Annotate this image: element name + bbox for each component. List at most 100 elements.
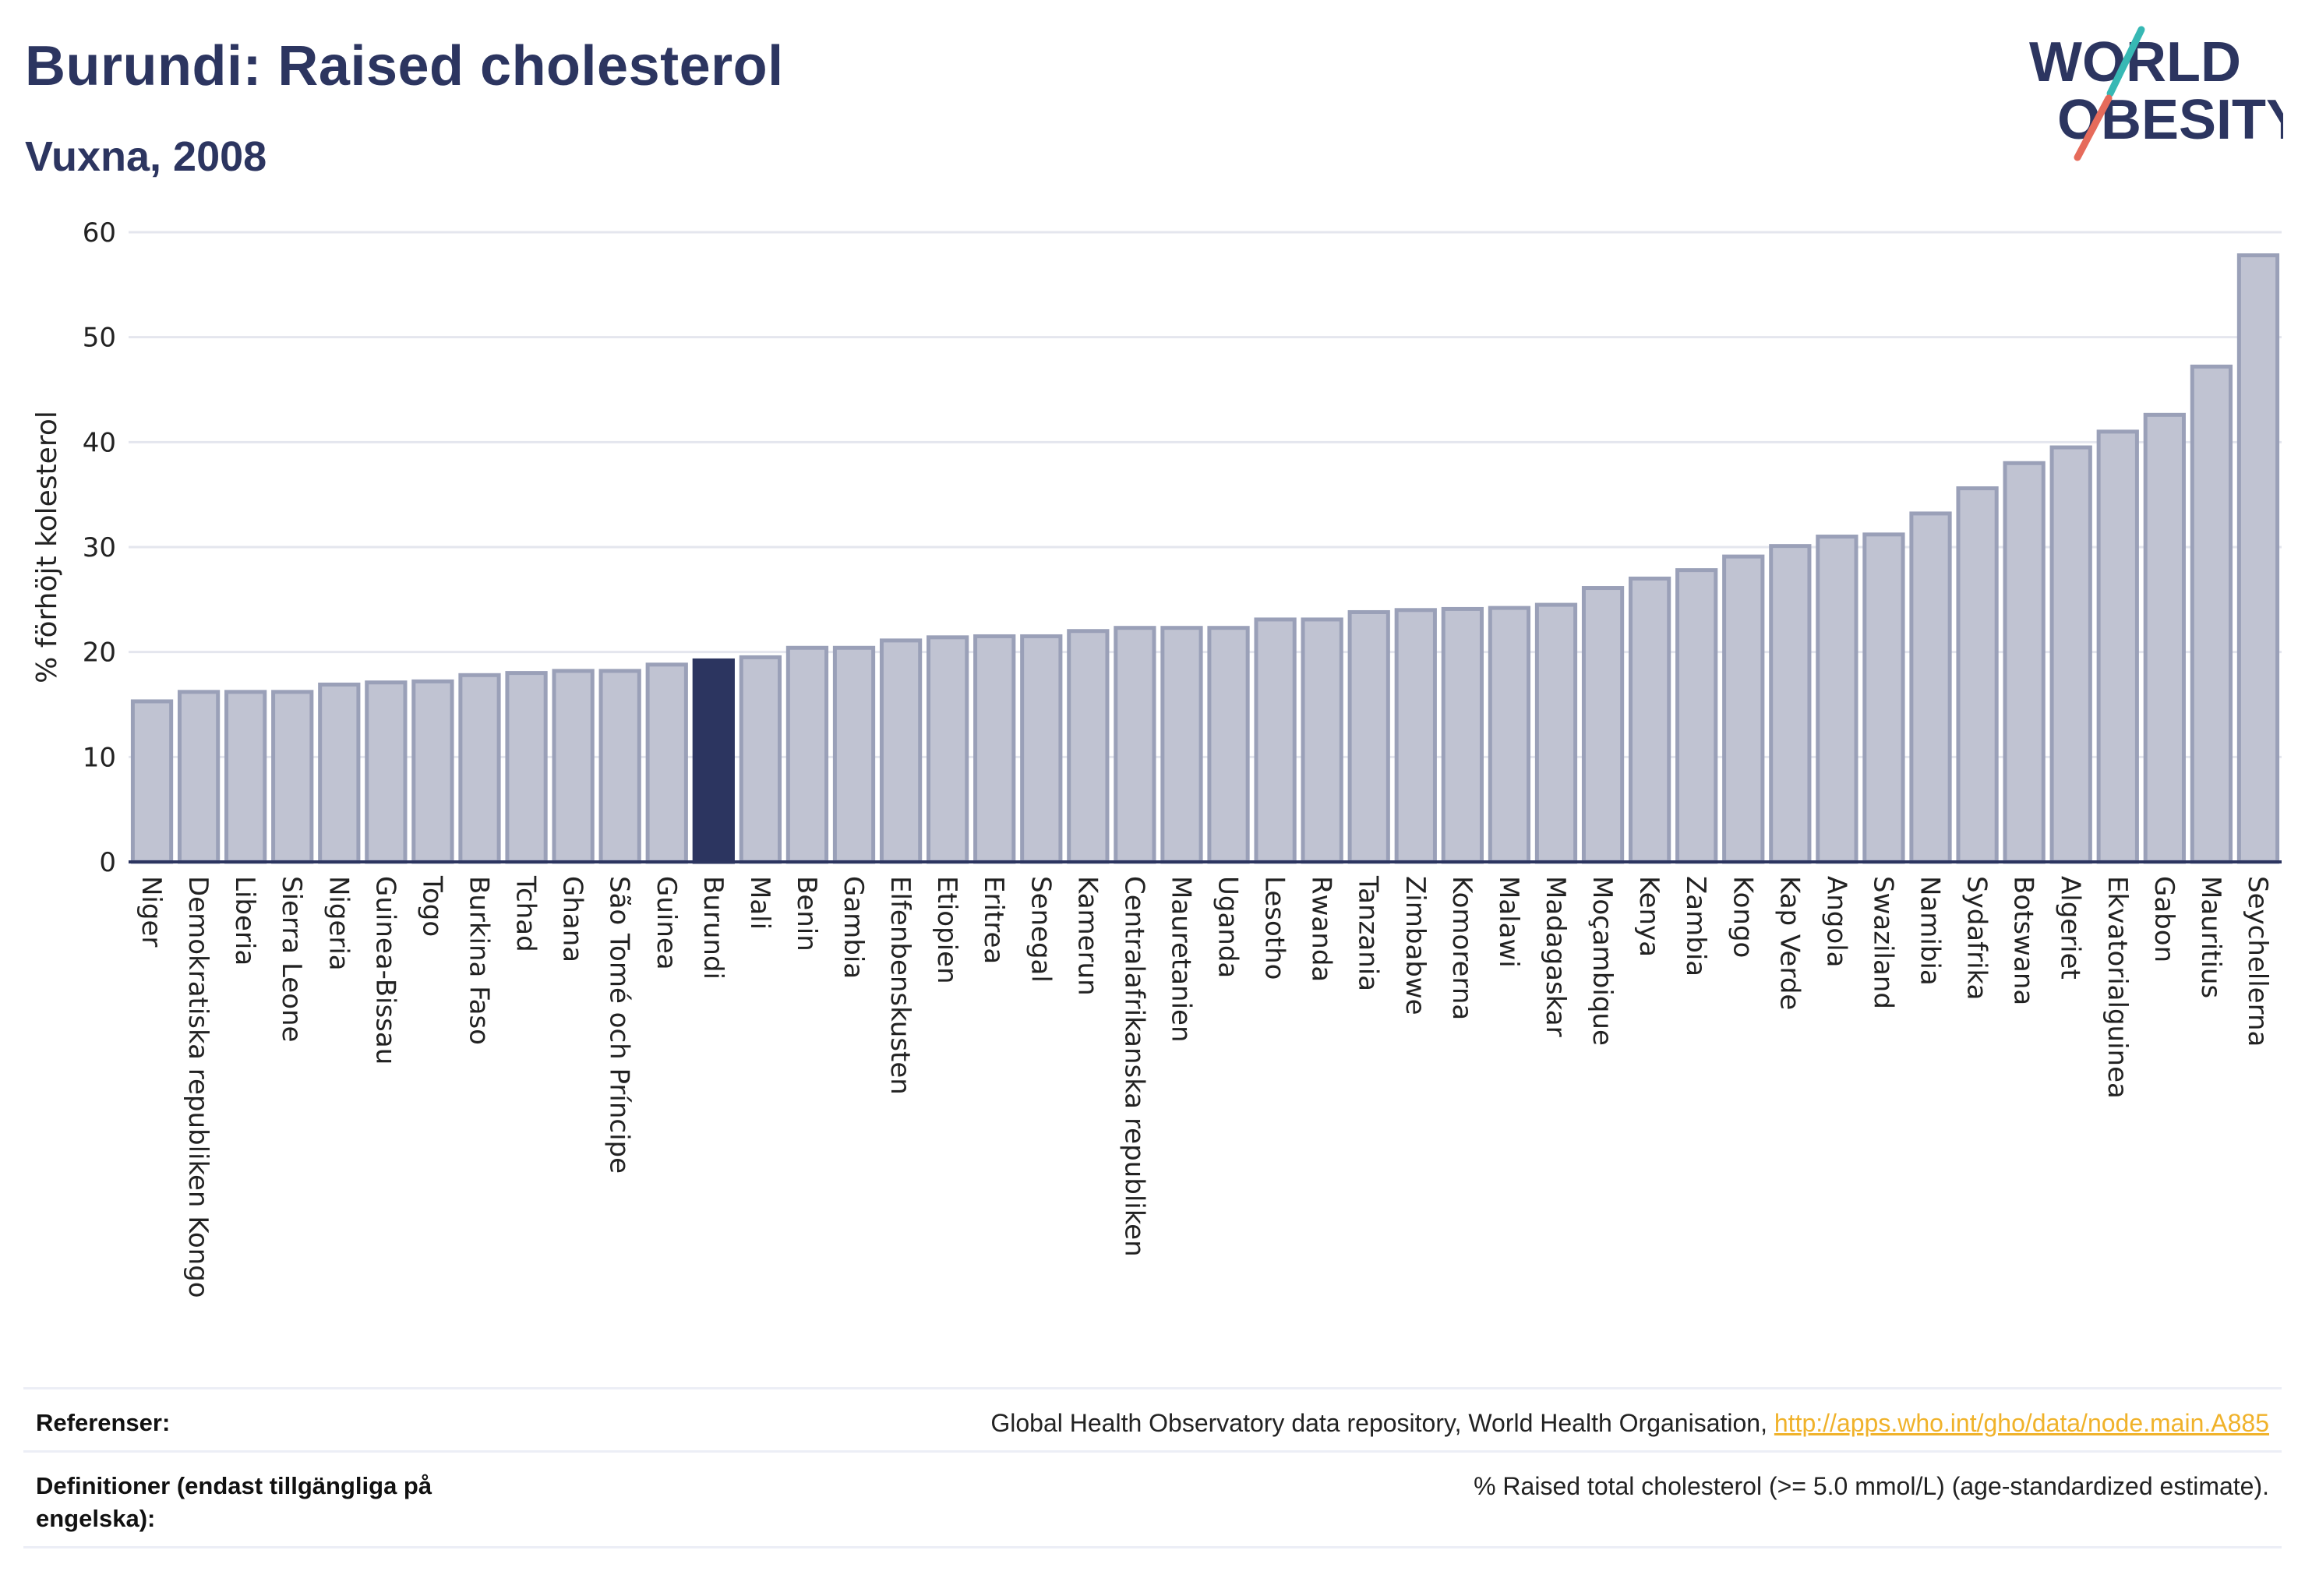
x-tick-label: São Tomé och Príncipe	[604, 876, 635, 1174]
bar	[1394, 608, 1437, 864]
bar	[1862, 532, 1905, 864]
logo-teal-slash	[2106, 26, 2145, 97]
x-tick-label: Kenya	[1633, 876, 1664, 957]
x-tick-label: Nigeria	[323, 876, 354, 971]
x-tick-label: Etiopien	[931, 876, 962, 984]
bar	[2190, 364, 2233, 864]
x-tick-label: Gambia	[838, 876, 869, 979]
x-tick-label: Komorerna	[1446, 876, 1477, 1020]
bar	[1909, 511, 1952, 864]
bar	[1722, 554, 1765, 864]
definitions-label: Definitioner (endast tillgängliga på eng…	[36, 1472, 432, 1532]
x-tick-label: Malawi	[1493, 876, 1524, 968]
bar	[1769, 544, 1812, 864]
bar-chart: 0 10 20 30 40 50 60 % förhöjt kolesterol Niger De…	[31, 217, 2282, 1298]
bar	[505, 671, 548, 864]
bar	[2096, 429, 2139, 864]
x-tick-label: Senegal	[1025, 876, 1056, 983]
x-tick-label: Namibia	[1915, 876, 1946, 986]
bar	[224, 690, 267, 864]
bar	[1816, 535, 1858, 864]
bar	[1488, 606, 1531, 864]
y-tick-label: 60	[83, 217, 116, 249]
references-text: Global Health Observatory data repositor…	[990, 1409, 1774, 1437]
x-tick-label: Elfenbenskusten	[884, 876, 916, 1095]
references-link[interactable]: http://apps.who.int/gho/data/node.main.A…	[1774, 1409, 2269, 1437]
bar	[1301, 617, 1343, 864]
x-tick-label: Lesotho	[1259, 876, 1290, 980]
y-tick-label: 40	[83, 427, 116, 458]
bar	[927, 635, 969, 864]
x-tick-label: Rwanda	[1306, 876, 1337, 982]
references-table: Referenser: Global Health Observatory da…	[23, 1387, 2282, 1548]
x-tick-label: Liberia	[229, 876, 260, 966]
bar	[2236, 253, 2280, 864]
x-tick-label: Gabon	[2148, 876, 2180, 962]
x-tick-label: Sierra Leone	[276, 876, 307, 1042]
x-tick-label: Algeriet	[2055, 876, 2086, 980]
bar	[1067, 629, 1110, 864]
y-tick-label: 30	[83, 532, 116, 563]
x-tick-label: Mauretanien	[1165, 876, 1196, 1043]
bar	[1956, 486, 1999, 864]
logo-line2: OBESITY	[2057, 89, 2283, 151]
bar	[1114, 626, 1156, 864]
x-tick-label: Demokratiska republiken Kongo	[182, 876, 214, 1298]
bar-highlight	[692, 658, 735, 864]
x-tick-label: Seychellerna	[2242, 876, 2273, 1047]
x-tick-label: Swaziland	[1867, 876, 1898, 1009]
bar	[598, 669, 641, 864]
x-tick-label: Guinea	[651, 876, 682, 970]
bar	[1581, 586, 1625, 864]
x-tick-label: Burundi	[697, 876, 729, 980]
bar	[2003, 461, 2046, 864]
x-tick-label: Togo	[416, 875, 447, 937]
bar	[645, 662, 688, 864]
bar	[365, 680, 408, 864]
bar	[552, 669, 595, 864]
x-tick-label: Mauritius	[2195, 876, 2226, 998]
bar	[411, 679, 454, 864]
chart-title: Burundi: Raised cholesterol	[25, 35, 784, 97]
chart-subtitle: Vuxna, 2008	[25, 133, 267, 180]
bar	[739, 655, 782, 864]
references-label: Referenser:	[36, 1409, 171, 1436]
bar	[1254, 617, 1297, 864]
x-tick-label: Botswana	[2008, 876, 2039, 1005]
bar	[2049, 445, 2092, 864]
references-row: Referenser: Global Health Observatory da…	[23, 1387, 2282, 1450]
bar	[1534, 602, 1578, 864]
y-tick-label: 20	[83, 637, 116, 669]
x-tick-label: Zimbabwe	[1400, 876, 1431, 1015]
x-tick-label: Niger	[136, 876, 167, 947]
bar	[318, 682, 361, 864]
bar	[1441, 606, 1484, 864]
x-tick-label: Uganda	[1213, 876, 1244, 978]
bar	[130, 699, 174, 864]
x-tick-label: Angola	[1820, 876, 1851, 967]
x-tick-label: Benin	[791, 876, 822, 952]
bar	[177, 690, 221, 864]
x-tick-label: Moçambique	[1587, 876, 1618, 1046]
bar	[1347, 609, 1390, 864]
x-tick-label: Sydafrika	[1961, 876, 1993, 1000]
x-tick-label: Zambia	[1680, 876, 1711, 976]
bar	[1628, 576, 1671, 864]
y-tick-label: 50	[83, 323, 116, 354]
bar	[458, 673, 501, 864]
bar	[879, 638, 923, 864]
references-value: Global Health Observatory data repositor…	[990, 1407, 2269, 1439]
definitions-value: % Raised total cholesterol (>= 5.0 mmol/…	[1474, 1472, 2269, 1500]
x-tick-label: Ghana	[557, 876, 588, 962]
x-tick-label: Mali	[744, 876, 775, 930]
bar	[2143, 412, 2186, 864]
bar	[271, 690, 314, 864]
bar	[1020, 634, 1063, 864]
y-tick-label: 0	[99, 847, 116, 878]
bar	[973, 634, 1016, 864]
x-tick-label: Burkina Faso	[463, 876, 494, 1045]
bar	[785, 645, 829, 864]
x-tick-label: Tanzania	[1353, 875, 1384, 991]
x-tick-label: Kongo	[1727, 876, 1758, 958]
world-obesity-logo: WORLD OBESITY	[2029, 26, 2283, 161]
